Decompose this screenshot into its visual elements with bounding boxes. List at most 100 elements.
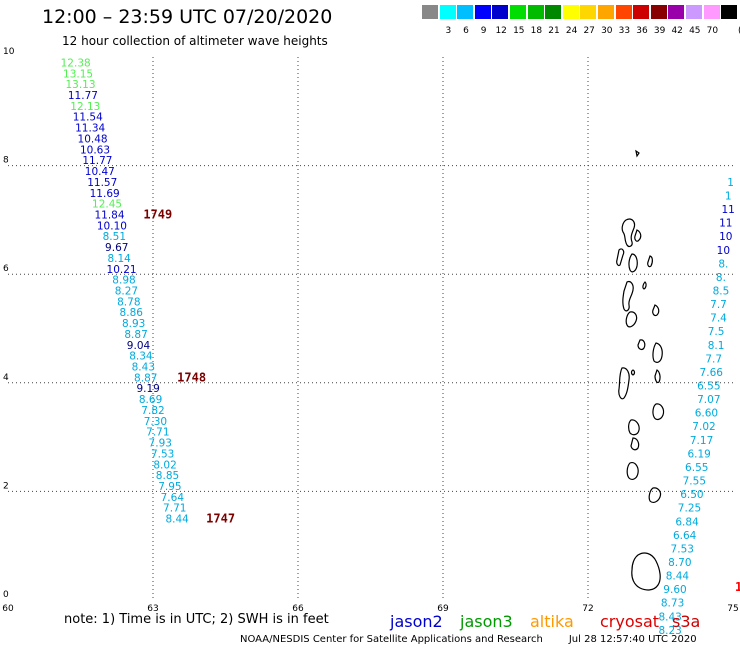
wave-height-value: 9.60 [663, 584, 686, 596]
island-outline [626, 462, 639, 480]
mission-cryosat: cryosat [600, 612, 660, 631]
island-outline [635, 149, 640, 158]
footnote: note: 1) Time is in UTC; 2) SWH is in fe… [64, 612, 329, 627]
wave-height-value: 11 [721, 204, 734, 216]
legend-label: 3 [445, 26, 452, 36]
wave-height-value: 8.14 [107, 253, 131, 265]
island-outline [637, 339, 646, 351]
x-tick-label: 75 [727, 604, 738, 614]
wave-height-value: 12.38 [61, 57, 91, 69]
wave-height-value: 7.25 [678, 503, 701, 515]
track-number-label: 1749 [143, 207, 172, 221]
legend-label: 70 [706, 26, 719, 36]
legend-label: 42 [671, 26, 683, 36]
legend-swatch [686, 5, 702, 19]
legend-swatch [668, 5, 685, 19]
wave-height-value: 7.7 [705, 353, 722, 365]
wave-height-value: 8.43 [658, 611, 681, 623]
wave-height-value: 7.17 [690, 435, 713, 447]
track-number-label: 1748 [177, 370, 206, 384]
wave-height-value: 11 [719, 218, 732, 230]
mission-jason3: jason3 [460, 612, 513, 631]
island-outline [618, 367, 630, 400]
legend-swatch [474, 5, 491, 19]
legend-label: 18 [530, 26, 543, 36]
legend-label: 27 [583, 26, 595, 36]
wave-height-value: 6.64 [673, 530, 697, 542]
axis-tick-labels: 60 63 66 69 72 75 10 8 6 4 2 0 [2, 47, 738, 614]
wave-height-value: 6.50 [680, 489, 703, 501]
wave-height-value: 6.60 [695, 408, 718, 420]
wave-height-value: 10 [719, 231, 732, 243]
wave-height-value: 10 [717, 245, 730, 257]
island-outline [628, 253, 638, 273]
wave-height-value: 8.44 [165, 514, 189, 526]
credit-org: NOAA/NESDIS Center for Satellite Applica… [240, 634, 543, 645]
wave-height-value: 8.86 [120, 307, 144, 319]
island-outline [654, 369, 661, 384]
legend-swatch [545, 5, 562, 19]
mission-s3a: s3a [672, 612, 701, 631]
legend-swatch [492, 5, 509, 19]
map-title: 12:00 – 23:59 UTC 07/20/2020 [42, 6, 333, 28]
island-outline [630, 369, 636, 376]
y-tick-label: 8 [3, 156, 9, 166]
wave-height-value: 8.51 [103, 231, 126, 243]
legend-swatch [721, 5, 738, 19]
island-outline [652, 403, 665, 421]
x-tick-label: 63 [147, 604, 158, 614]
legend-swatch [580, 5, 597, 19]
wave-height-value: 7.71 [146, 427, 169, 439]
coastline-maldives [616, 149, 665, 591]
legend-label: 12 [495, 26, 507, 36]
wave-height-value: 8.02 [153, 459, 176, 471]
wave-height-value: 12.13 [70, 101, 100, 113]
island-outline [621, 218, 636, 248]
island-outline [652, 342, 663, 363]
wave-height-value: 8.5 [713, 285, 730, 297]
wave-height-value: 7.07 [697, 394, 720, 406]
wave-height-value: 7.4 [710, 313, 727, 325]
wave-height-value: 11.54 [73, 112, 103, 124]
legend-unit: (ft) [733, 26, 740, 36]
legend-label: 6 [463, 26, 469, 36]
island-outline [631, 552, 661, 591]
wave-height-value: 7.55 [683, 476, 706, 488]
wave-height-value: 8.87 [124, 329, 147, 341]
wave-height-value: 7.02 [692, 421, 715, 433]
wave-height-value: 8.27 [115, 285, 138, 297]
legend-swatch [527, 5, 544, 19]
legend-swatch [598, 5, 614, 19]
wave-height-value: 8.93 [122, 318, 145, 330]
wave-height-value: 12.45 [92, 199, 122, 211]
wave-height-value: 13.15 [63, 68, 93, 80]
wave-height-value: 10.47 [85, 166, 115, 178]
wave-height-value: 1 [725, 190, 732, 202]
wave-height-value: 10.63 [80, 144, 110, 156]
wave-height-value: 7.71 [163, 503, 186, 515]
island-outline [642, 281, 647, 290]
wave-height-value: 8.85 [156, 470, 179, 482]
island-outline [625, 311, 638, 328]
wave-height-value: 7.82 [141, 405, 164, 417]
legend-swatch [650, 5, 667, 19]
legend-swatch [703, 5, 720, 19]
island-outline [616, 248, 625, 267]
wave-height-value: 6.84 [675, 516, 699, 528]
wave-height-value: 6.55 [685, 462, 708, 474]
island-outline [622, 280, 634, 312]
legend-label: 9 [480, 26, 487, 36]
wave-height-value: 8.23 [658, 625, 681, 637]
wave-height-value: 8.44 [666, 571, 690, 583]
track-number-labels: 1749 1748 1747 1 [143, 207, 740, 594]
x-tick-label: 60 [2, 604, 14, 614]
legend-label: 15 [513, 26, 525, 36]
mission-jason2: jason2 [390, 612, 443, 631]
wave-height-value: 7.5 [708, 326, 725, 338]
wave-height-value: 8.43 [132, 362, 155, 374]
y-tick-label: 10 [3, 47, 15, 57]
island-outline [652, 304, 660, 317]
wave-height-value: 11.77 [82, 155, 112, 167]
legend-label: 45 [689, 26, 701, 36]
wave-height-value: 7.95 [158, 481, 181, 493]
